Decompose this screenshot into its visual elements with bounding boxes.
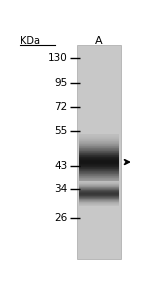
Bar [79, 193, 119, 194]
Text: 34: 34 [54, 184, 68, 194]
Bar [79, 152, 119, 153]
Bar [79, 143, 119, 144]
Bar [79, 155, 119, 156]
Bar [79, 184, 119, 185]
Bar [79, 148, 119, 149]
Bar [79, 185, 119, 186]
Bar [79, 158, 119, 159]
Bar [79, 141, 119, 142]
Bar [79, 201, 119, 202]
Bar [79, 150, 119, 151]
Bar [79, 184, 119, 185]
Bar [79, 183, 119, 184]
Bar [79, 189, 119, 190]
Bar [79, 157, 119, 158]
Bar [79, 163, 119, 164]
Bar [79, 196, 119, 197]
Bar [79, 195, 119, 196]
Text: 26: 26 [54, 213, 68, 223]
Bar [79, 145, 119, 146]
Bar [79, 172, 119, 173]
Bar [79, 187, 119, 188]
Bar [79, 174, 119, 175]
Bar [79, 168, 119, 169]
Bar [79, 202, 119, 203]
Bar [79, 149, 119, 150]
Bar [79, 204, 119, 205]
Bar [79, 135, 119, 136]
Bar [79, 169, 119, 170]
Text: 130: 130 [48, 54, 68, 63]
Bar [79, 177, 119, 178]
Bar [79, 161, 119, 162]
Bar [77, 45, 121, 259]
Bar [79, 200, 119, 201]
Bar [79, 182, 119, 183]
Text: A: A [95, 36, 103, 46]
Bar [79, 186, 119, 187]
Bar [79, 167, 119, 168]
Bar [79, 160, 119, 161]
Bar [79, 194, 119, 195]
Bar [79, 198, 119, 199]
Text: KDa: KDa [20, 36, 40, 46]
Bar [79, 166, 119, 167]
Bar [79, 175, 119, 176]
Bar [79, 138, 119, 139]
Bar [79, 173, 119, 174]
Bar [79, 186, 119, 187]
Bar [79, 142, 119, 143]
Bar [79, 136, 119, 137]
Bar [79, 154, 119, 155]
Bar [79, 192, 119, 193]
Bar [79, 185, 119, 186]
Bar [79, 179, 119, 180]
Bar [79, 165, 119, 166]
Bar [79, 159, 119, 160]
Text: 95: 95 [54, 78, 68, 88]
Bar [79, 171, 119, 172]
Bar [79, 170, 119, 171]
Bar [79, 153, 119, 154]
Bar [79, 162, 119, 163]
Text: 43: 43 [54, 161, 68, 171]
Text: 72: 72 [54, 102, 68, 112]
Bar [79, 189, 119, 190]
Bar [79, 139, 119, 140]
Bar [79, 188, 119, 189]
Bar [79, 137, 119, 138]
Bar [79, 182, 119, 183]
Text: 55: 55 [54, 126, 68, 136]
Bar [79, 188, 119, 189]
Bar [79, 156, 119, 157]
Bar [79, 181, 119, 182]
Bar [79, 203, 119, 204]
Bar [79, 199, 119, 200]
Bar [79, 187, 119, 188]
Bar [79, 191, 119, 192]
Bar [79, 144, 119, 145]
Bar [79, 178, 119, 179]
Bar [79, 197, 119, 198]
Bar [79, 151, 119, 152]
Bar [79, 146, 119, 147]
Bar [79, 180, 119, 181]
Bar [79, 176, 119, 177]
Bar [79, 164, 119, 165]
Bar [79, 147, 119, 148]
Bar [79, 181, 119, 182]
Bar [79, 140, 119, 141]
Bar [79, 205, 119, 206]
Bar [79, 190, 119, 191]
Bar [79, 183, 119, 184]
